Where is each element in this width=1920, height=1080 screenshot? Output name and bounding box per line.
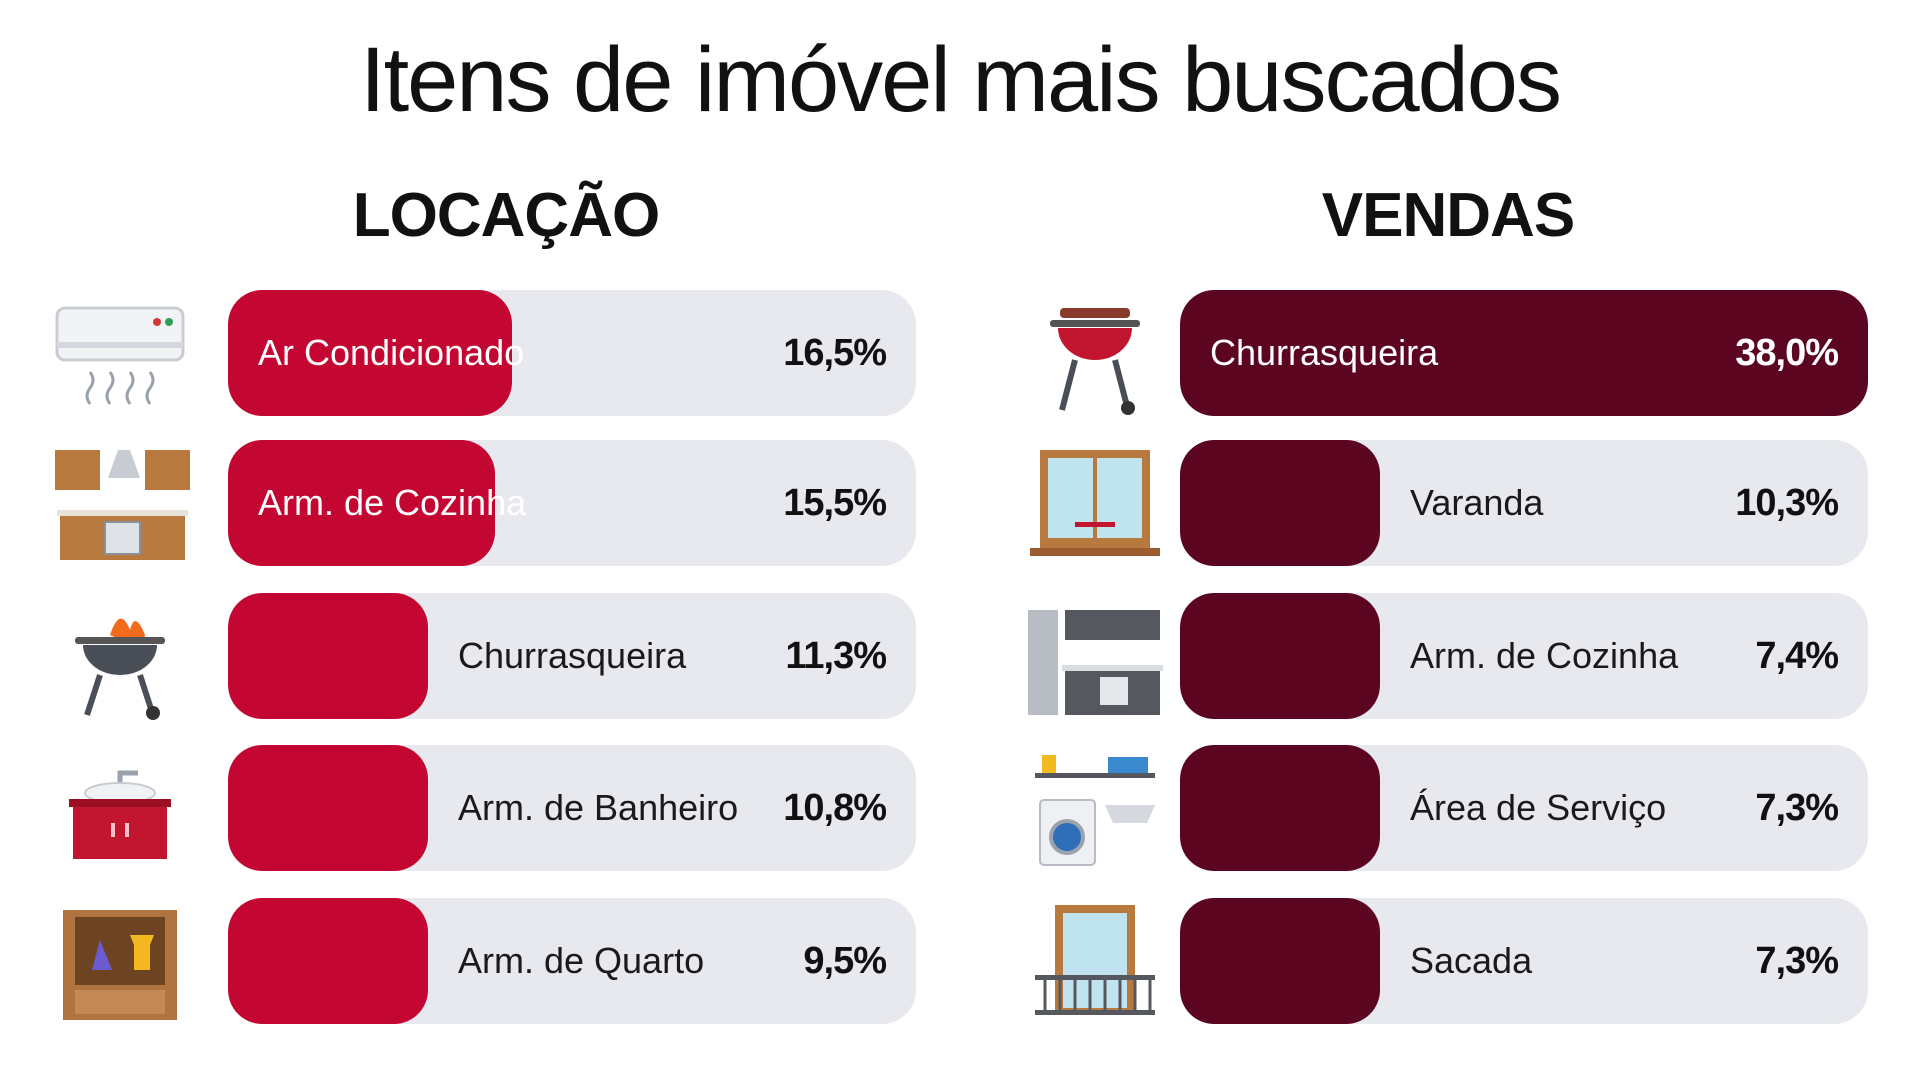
locacao-bar bbox=[228, 745, 428, 871]
locacao-bar-value: 10,8% bbox=[783, 787, 887, 829]
vendas-heading: VENDAS bbox=[1321, 181, 1575, 250]
vendas-bar-track: Arm. de Cozinha 7,4% bbox=[1180, 593, 1868, 719]
vendas-bar-track: Varanda 10,3% bbox=[1180, 440, 1868, 566]
vendas-bar-track: Sacada 7,3% bbox=[1180, 898, 1868, 1024]
locacao-bar bbox=[228, 898, 428, 1024]
vendas-bar-value: 7,3% bbox=[1755, 787, 1839, 829]
vendas-bar-value: 7,3% bbox=[1755, 940, 1839, 982]
vendas-bar-value: 7,4% bbox=[1755, 635, 1839, 677]
grill-icon bbox=[75, 618, 165, 720]
balcony-icon bbox=[1035, 905, 1155, 1015]
chart-title: Itens de imóvel mais buscados bbox=[360, 29, 1562, 131]
vendas-bar-label: Área de Serviço bbox=[1410, 787, 1667, 828]
locacao-bar bbox=[228, 593, 428, 719]
bathroom-cabinet-icon bbox=[69, 770, 171, 859]
vendas-bar bbox=[1180, 440, 1380, 566]
locacao-bar-value: 15,5% bbox=[783, 482, 887, 524]
locacao-bar bbox=[228, 290, 512, 416]
locacao-bar-label: Arm. de Quarto bbox=[458, 940, 705, 981]
locacao-bar-track: Arm. de Cozinha 15,5% bbox=[228, 440, 916, 566]
veranda-icon bbox=[1030, 450, 1160, 556]
air-conditioner-icon bbox=[55, 306, 185, 405]
bbq-grill-icon bbox=[1050, 308, 1140, 415]
vendas-bar-label: Sacada bbox=[1410, 940, 1533, 981]
locacao-bar-value: 11,3% bbox=[785, 635, 887, 677]
vendas-bar-label: Varanda bbox=[1410, 482, 1544, 523]
locacao-bar-track: Arm. de Quarto 9,5% bbox=[228, 898, 916, 1024]
vendas-bar-label: Churrasqueira bbox=[1210, 332, 1439, 373]
locacao-bar-value: 16,5% bbox=[783, 332, 887, 374]
kitchen-cabinets-icon bbox=[55, 450, 190, 560]
vendas-bar-value: 38,0% bbox=[1735, 332, 1839, 374]
vendas-bar bbox=[1180, 898, 1380, 1024]
vendas-bar-label: Arm. de Cozinha bbox=[1410, 635, 1679, 676]
locacao-bar-track: Arm. de Banheiro 10,8% bbox=[228, 745, 916, 871]
vendas-bar-track: Área de Serviço 7,3% bbox=[1180, 745, 1868, 871]
vendas-bar bbox=[1180, 290, 1868, 416]
locacao-bar-label: Arm. de Banheiro bbox=[458, 787, 739, 828]
locacao-bar bbox=[228, 440, 495, 566]
vendas-bar-value: 10,3% bbox=[1735, 482, 1839, 524]
locacao-bar-track: Churrasqueira 11,3% bbox=[228, 593, 916, 719]
locacao-heading: LOCAÇÃO bbox=[352, 181, 660, 250]
locacao-bar-label: Ar Condicionado bbox=[258, 332, 525, 373]
locacao-bar-track: Ar Condicionado 16,5% bbox=[228, 290, 916, 416]
laundry-area-icon bbox=[1035, 755, 1155, 866]
kitchen-icon bbox=[1028, 610, 1163, 715]
locacao-bar-value: 9,5% bbox=[803, 940, 887, 982]
vendas-bar-track: Churrasqueira 38,0% bbox=[1180, 290, 1868, 416]
wardrobe-icon bbox=[63, 910, 177, 1020]
locacao-bar-label: Churrasqueira bbox=[458, 635, 687, 676]
vendas-bar bbox=[1180, 745, 1380, 871]
vendas-bar bbox=[1180, 593, 1380, 719]
locacao-bar-label: Arm. de Cozinha bbox=[258, 482, 527, 523]
